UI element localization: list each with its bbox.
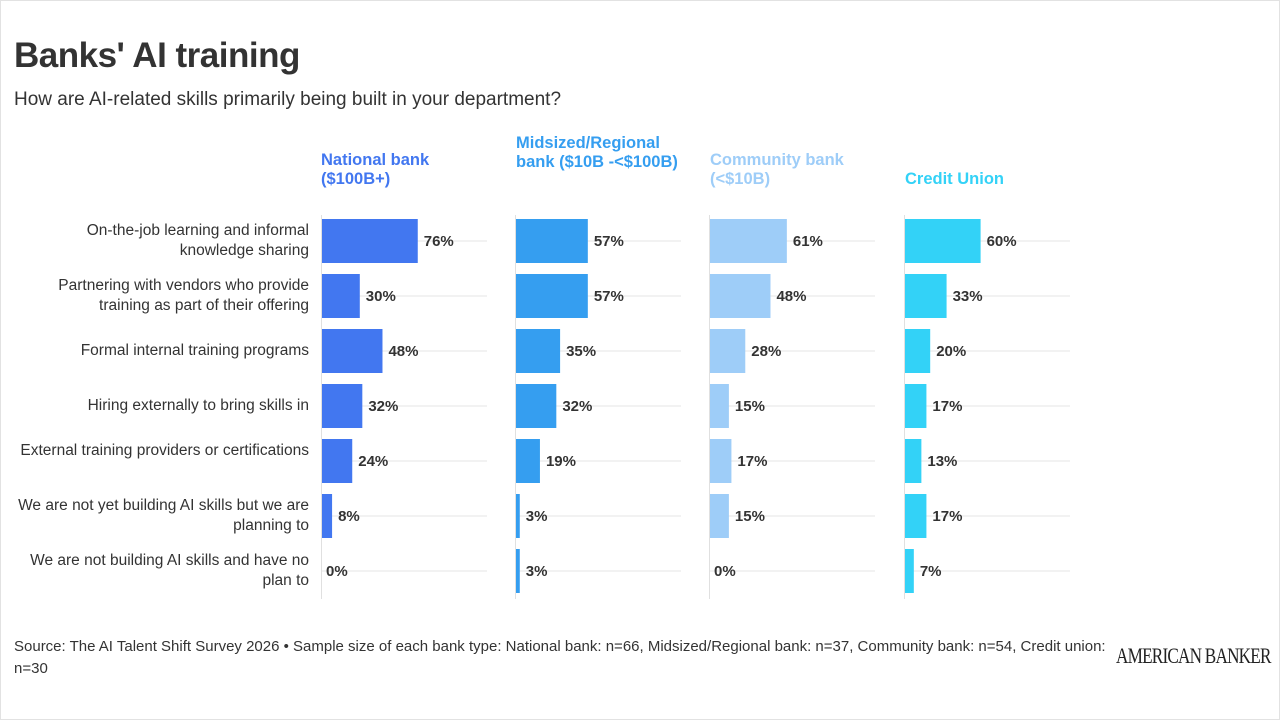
bar-community-external-providers	[710, 439, 732, 483]
bar-credit-union-no-plan	[905, 549, 914, 593]
value-label-community-hiring-externally: 15%	[735, 398, 765, 415]
bar-midsized-vendors	[516, 274, 588, 318]
value-label-credit-union-formal-internal: 20%	[936, 343, 966, 360]
value-label-credit-union-external-providers: 13%	[927, 453, 957, 470]
value-label-national-hiring-externally: 32%	[368, 398, 398, 415]
category-label-planning: We are not yet building AI skills but we…	[18, 497, 309, 534]
bar-national-on-the-job	[322, 219, 418, 263]
value-label-community-no-plan: 0%	[714, 563, 736, 580]
header-national: National bank ($100B+)	[321, 151, 430, 188]
header-community: Community bank (<$10B)	[710, 151, 844, 188]
chart-title: Banks' AI training	[14, 36, 300, 75]
value-label-national-formal-internal: 48%	[388, 343, 418, 360]
value-label-midsized-vendors: 57%	[594, 288, 624, 305]
bar-credit-union-vendors	[905, 274, 947, 318]
value-label-credit-union-on-the-job: 60%	[987, 233, 1017, 250]
bar-community-formal-internal	[710, 329, 746, 373]
bar-midsized-planning	[516, 494, 520, 538]
value-label-credit-union-hiring-externally: 17%	[932, 398, 962, 415]
source-note: Source: The AI Talent Shift Survey 2026 …	[14, 638, 1106, 677]
value-label-midsized-formal-internal: 35%	[566, 343, 596, 360]
bar-chart: 76% 30% 48% 32% 24% 8% 0% 57% 57% 35% 32% 19% 3% 3% 61…	[321, 215, 1070, 599]
bar-midsized-no-plan	[516, 549, 520, 593]
bar-credit-union-on-the-job	[905, 219, 981, 263]
bar-midsized-external-providers	[516, 439, 540, 483]
bar-community-planning	[710, 494, 729, 538]
value-label-midsized-external-providers: 19%	[546, 453, 576, 470]
value-label-credit-union-no-plan: 7%	[920, 563, 942, 580]
value-label-community-formal-internal: 28%	[751, 343, 781, 360]
bar-midsized-hiring-externally	[516, 384, 557, 428]
bar-community-hiring-externally	[710, 384, 729, 428]
header-midsized: Midsized/Regional bank ($10B -<$100B)	[516, 134, 678, 171]
bar-national-vendors	[322, 274, 360, 318]
bar-national-external-providers	[322, 439, 353, 483]
value-label-credit-union-planning: 17%	[932, 508, 962, 525]
chart-subtitle: How are AI-related skills primarily bein…	[14, 89, 562, 110]
header-credit-union: Credit Union	[905, 170, 1004, 188]
category-label-hiring-externally: Hiring externally to bring skills in	[87, 397, 309, 414]
value-label-community-vendors: 48%	[776, 288, 806, 305]
value-label-national-planning: 8%	[338, 508, 360, 525]
value-label-national-on-the-job: 76%	[424, 233, 454, 250]
bar-national-formal-internal	[322, 329, 383, 373]
bar-credit-union-external-providers	[905, 439, 922, 483]
category-label-no-plan: We are not building AI skills and have n…	[30, 552, 309, 589]
value-label-midsized-on-the-job: 57%	[594, 233, 624, 250]
category-label-formal-internal: Formal internal training programs	[80, 342, 309, 359]
value-label-national-external-providers: 24%	[358, 453, 388, 470]
value-label-national-no-plan: 0%	[326, 563, 348, 580]
bar-credit-union-planning	[905, 494, 927, 538]
category-label-on-the-job: On-the-job learning and informal knowled…	[86, 222, 309, 259]
bar-community-vendors	[710, 274, 771, 318]
value-label-midsized-hiring-externally: 32%	[562, 398, 592, 415]
value-label-community-external-providers: 17%	[737, 453, 767, 470]
value-label-national-vendors: 30%	[366, 288, 396, 305]
value-label-midsized-no-plan: 3%	[526, 563, 548, 580]
value-label-community-on-the-job: 61%	[793, 233, 823, 250]
bar-national-hiring-externally	[322, 384, 363, 428]
bar-national-planning	[322, 494, 333, 538]
bar-credit-union-formal-internal	[905, 329, 931, 373]
american-banker-logo: AMERICAN BANKER	[1116, 643, 1271, 668]
bar-credit-union-hiring-externally	[905, 384, 927, 428]
bar-midsized-formal-internal	[516, 329, 561, 373]
bar-community-on-the-job	[710, 219, 787, 263]
category-label-vendors: Partnering with vendors who provide trai…	[58, 277, 309, 314]
value-label-midsized-planning: 3%	[526, 508, 548, 525]
category-label-external-providers: External training providers or certifica…	[20, 442, 309, 459]
bar-midsized-on-the-job	[516, 219, 588, 263]
value-label-credit-union-vendors: 33%	[953, 288, 983, 305]
value-label-community-planning: 15%	[735, 508, 765, 525]
